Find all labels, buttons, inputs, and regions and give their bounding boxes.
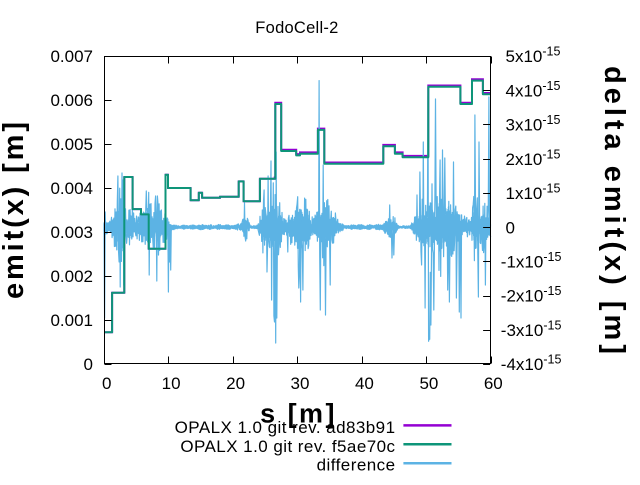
svg-text:OPALX 1.0 git rev. f5ae70c: OPALX 1.0 git rev. f5ae70c <box>180 437 395 456</box>
svg-text:20: 20 <box>226 374 245 393</box>
svg-text:FodoCell-2: FodoCell-2 <box>255 19 338 37</box>
svg-text:0: 0 <box>102 374 111 393</box>
svg-text:0.006: 0.006 <box>50 91 93 110</box>
svg-text:emit(x) [m]: emit(x) [m] <box>0 122 30 299</box>
svg-text:delta emit(x) [m]: delta emit(x) [m] <box>598 66 630 354</box>
svg-text:50: 50 <box>419 374 438 393</box>
svg-text:difference: difference <box>317 456 396 475</box>
svg-text:10: 10 <box>162 374 181 393</box>
svg-text:40: 40 <box>355 374 374 393</box>
svg-text:OPALX 1.0 git rev. ad83b91: OPALX 1.0 git rev. ad83b91 <box>175 418 396 437</box>
svg-text:60: 60 <box>484 374 503 393</box>
svg-text:0: 0 <box>506 218 515 237</box>
svg-text:0: 0 <box>84 355 93 374</box>
svg-text:0.002: 0.002 <box>50 267 93 286</box>
svg-text:0.005: 0.005 <box>50 135 93 154</box>
svg-text:30: 30 <box>291 374 310 393</box>
svg-text:0.003: 0.003 <box>50 223 93 242</box>
svg-text:0.004: 0.004 <box>50 179 93 198</box>
svg-text:0.001: 0.001 <box>50 311 93 330</box>
svg-text:0.007: 0.007 <box>50 47 93 66</box>
